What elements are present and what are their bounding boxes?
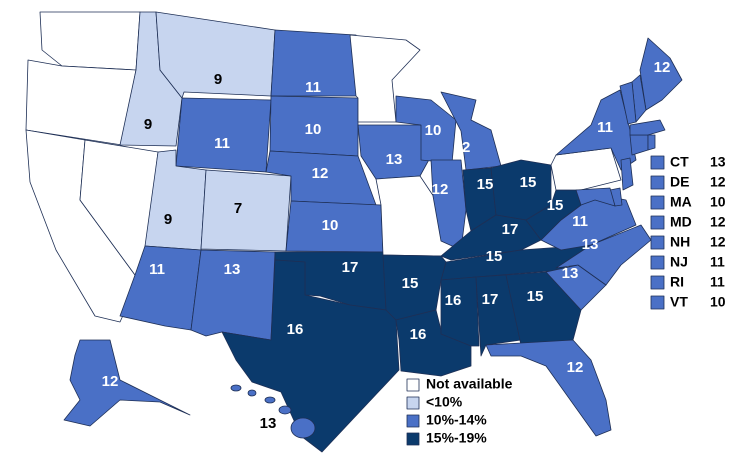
state-value: 11 — [214, 135, 230, 152]
state — [440, 276, 480, 347]
small-state-value: 12 — [710, 174, 726, 190]
state-value: 16 — [445, 292, 462, 309]
state — [39, 11, 141, 71]
small-state-label: MA — [670, 194, 692, 210]
legend-swatch — [406, 378, 420, 392]
small-state-value: 11 — [710, 274, 725, 290]
small-state-label: NJ — [670, 254, 688, 270]
state — [63, 339, 191, 427]
legend-swatch — [406, 396, 420, 410]
small-state-value: 11 — [710, 254, 725, 270]
state-value: 11 — [572, 213, 588, 230]
small-state-label: NH — [670, 234, 690, 250]
state-value: 11 — [149, 261, 165, 278]
state — [221, 259, 400, 453]
state-value: 11 — [305, 79, 321, 96]
state-value: 12 — [312, 165, 329, 182]
state-island — [290, 417, 316, 439]
state-island — [247, 389, 257, 397]
state-island — [278, 405, 292, 415]
legend-label: 10%-14% — [426, 412, 487, 428]
small-state-swatch — [650, 275, 665, 290]
state — [382, 254, 447, 321]
state-value: 12 — [432, 181, 449, 198]
state — [639, 37, 683, 111]
legend-swatch — [406, 414, 420, 428]
state-value: 13 — [260, 415, 277, 432]
state-value: 7 — [234, 200, 242, 217]
state-value: 13 — [224, 261, 241, 278]
small-state-swatch — [650, 215, 665, 230]
small-state-value: 13 — [710, 154, 726, 170]
legend-label: 15%-19% — [426, 430, 487, 446]
legend-label: Not available — [426, 376, 513, 392]
state-value: 15 — [527, 288, 544, 305]
small-state-label: DE — [670, 174, 689, 190]
small-state-swatch — [650, 155, 665, 170]
state-value: 9 — [164, 211, 172, 228]
legend-label: <10% — [426, 394, 463, 410]
state-value: 15 — [477, 176, 494, 193]
state — [505, 271, 582, 346]
small-state-value: 12 — [710, 234, 726, 250]
state-value: 15 — [547, 197, 564, 214]
state — [629, 119, 666, 136]
small-state-label: MD — [670, 214, 692, 230]
state-value: 13 — [562, 265, 579, 282]
small-state-label: RI — [670, 274, 684, 290]
small-state-swatch — [650, 235, 665, 250]
state-value: 10 — [425, 122, 442, 139]
states — [25, 11, 683, 453]
state — [25, 59, 137, 146]
state — [440, 91, 502, 171]
state-value: 12 — [654, 59, 671, 76]
state-value: 16 — [410, 326, 427, 343]
small-state-swatch — [650, 255, 665, 270]
state — [575, 187, 616, 207]
state-value: 17 — [342, 259, 359, 276]
legend-swatch — [406, 432, 420, 446]
state-value: 12 — [567, 359, 584, 376]
state-value: 15 — [486, 248, 503, 265]
state-value: 15 — [402, 275, 419, 292]
state — [620, 157, 634, 191]
small-state-swatch — [650, 295, 665, 310]
state-value: 11 — [597, 119, 613, 136]
state — [619, 81, 637, 125]
state-value: 17 — [482, 291, 499, 308]
state-value: 10 — [322, 217, 339, 234]
state-value: 12 — [454, 139, 471, 156]
state-value: 15 — [520, 174, 537, 191]
small-state-swatch — [650, 195, 665, 210]
state-island — [264, 396, 276, 404]
state-value: 13 — [582, 236, 599, 253]
state-value: 9 — [144, 116, 152, 133]
small-state-swatch — [650, 175, 665, 190]
state-value: 10 — [305, 121, 322, 138]
state — [485, 339, 612, 437]
small-state-label: CT — [670, 154, 689, 170]
small-state-value: 10 — [710, 294, 726, 310]
state-value: 13 — [386, 151, 403, 168]
state-island — [230, 384, 242, 392]
state — [647, 134, 656, 151]
state-value: 9 — [214, 71, 222, 88]
small-state-label: VT — [670, 294, 688, 310]
state-value: 17 — [502, 221, 519, 238]
small-state-value: 10 — [710, 194, 726, 210]
state-value: 16 — [287, 321, 304, 338]
state-value: 12 — [102, 373, 119, 390]
state — [475, 274, 522, 357]
state — [200, 169, 292, 252]
small-state-value: 12 — [710, 214, 726, 230]
state — [629, 134, 649, 156]
state — [395, 309, 472, 377]
